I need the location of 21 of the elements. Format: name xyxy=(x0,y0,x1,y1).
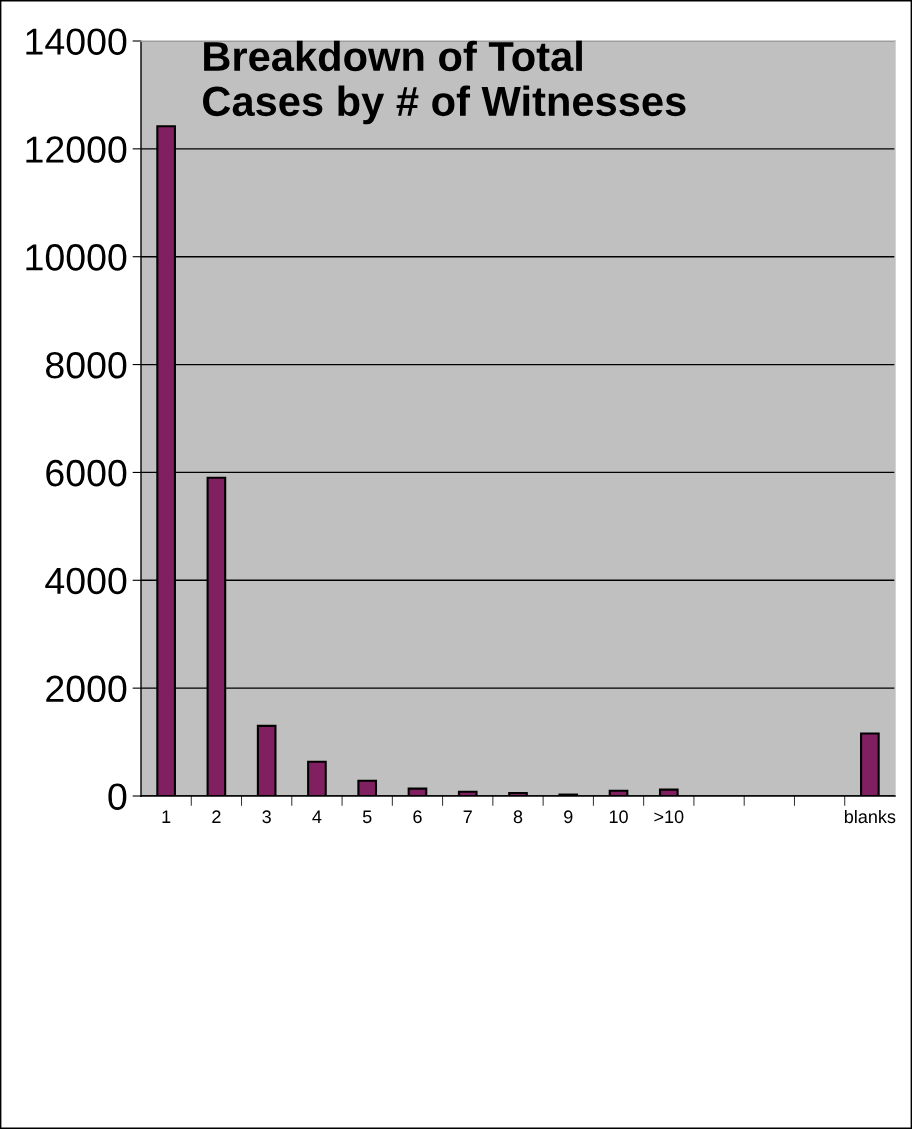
chart-title: Breakdown of Total Cases by # of Witnesses xyxy=(203,40,686,125)
y-tick-label: 0 xyxy=(108,783,127,810)
y-tick-label: 12000 xyxy=(26,136,127,163)
x-tick-label: 6 xyxy=(413,810,422,824)
x-tick-label: 7 xyxy=(463,810,472,823)
y-tick-label: 2000 xyxy=(46,675,127,703)
y-tick-label: 14000 xyxy=(26,28,127,55)
x-tick-label: >10 xyxy=(654,810,684,824)
y-tick-label: 4000 xyxy=(45,567,127,595)
x-tick-label: 5 xyxy=(362,810,372,824)
x-tick-label: 4 xyxy=(312,810,322,823)
x-tick-label: 3 xyxy=(262,810,271,824)
x-tick-label: 2 xyxy=(212,810,221,823)
y-tick-label: 6000 xyxy=(46,459,127,487)
x-tick-label: blanks xyxy=(844,809,896,824)
x-tick-label: 8 xyxy=(513,810,523,824)
x-tick-label: 9 xyxy=(564,810,573,824)
x-tick-label: 1 xyxy=(162,810,171,823)
y-tick-label: 8000 xyxy=(46,351,127,379)
x-tick-label: 10 xyxy=(609,810,628,824)
y-tick-label: 10000 xyxy=(26,244,127,271)
